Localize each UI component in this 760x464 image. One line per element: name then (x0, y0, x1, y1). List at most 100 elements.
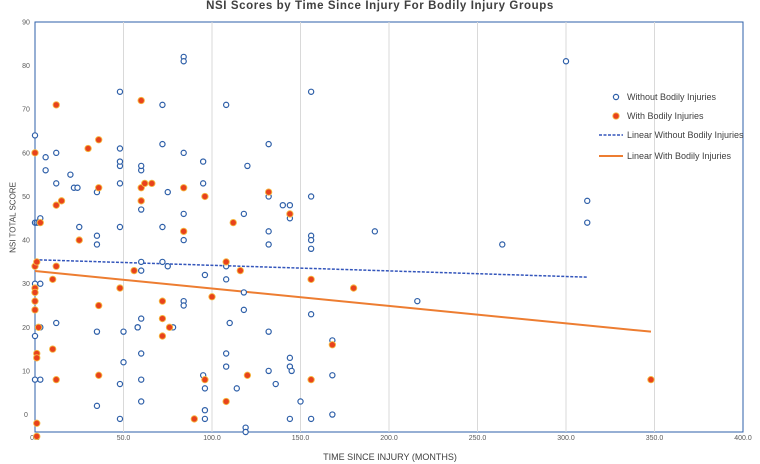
point-with-bodily-injuries (95, 136, 103, 144)
y-tick-label: 30 (22, 281, 30, 288)
point-with-bodily-injuries (95, 301, 103, 310)
point-with-bodily-injuries (137, 197, 145, 205)
point-with-bodily-injuries (34, 323, 43, 331)
point-with-bodily-injuries (31, 297, 39, 305)
point-without-bodily-injuries (37, 280, 44, 287)
point-without-bodily-injuries (93, 402, 101, 410)
point-without-bodily-injuries (93, 328, 101, 335)
point-without-bodily-injuries (180, 302, 187, 309)
x-tick-label: 100.0 (203, 435, 221, 442)
point-with-bodily-injuries (95, 371, 103, 379)
point-without-bodily-injuries (265, 241, 272, 248)
point-without-bodily-injuries (116, 145, 124, 152)
point-without-bodily-injuries (116, 180, 124, 187)
x-tick-label: 200.0 (380, 435, 398, 442)
y-tick-label: 0 (24, 412, 28, 419)
point-without-bodily-injuries (222, 276, 230, 283)
y-tick-label: 20 (22, 325, 30, 332)
point-without-bodily-injuries (286, 201, 294, 209)
point-with-bodily-injuries (243, 371, 252, 379)
point-without-bodily-injuries (329, 411, 336, 418)
point-with-bodily-injuries (307, 376, 315, 384)
point-without-bodily-injuries (37, 376, 44, 383)
point-with-bodily-injuries (349, 284, 358, 292)
point-without-bodily-injuries (265, 228, 272, 235)
x-tick-label: 150.0 (292, 435, 310, 442)
point-without-bodily-injuries (93, 232, 101, 239)
point-without-bodily-injuries (31, 332, 39, 340)
point-with-bodily-injuries (264, 188, 273, 196)
legend-marker-without-bodily-injuries (612, 93, 620, 101)
y-tick-label: 90 (22, 20, 30, 27)
point-without-bodily-injuries (74, 184, 81, 191)
point-without-bodily-injuries (307, 193, 315, 200)
point-with-bodily-injuries (148, 179, 156, 188)
point-without-bodily-injuries (240, 289, 248, 296)
point-without-bodily-injuries (240, 210, 248, 218)
point-without-bodily-injuries (116, 380, 124, 388)
point-with-bodily-injuries (33, 432, 41, 441)
point-with-bodily-injuries (222, 397, 230, 406)
point-without-bodily-injuries (116, 415, 124, 423)
point-with-bodily-injuries (33, 258, 41, 266)
point-without-bodily-injuries (233, 385, 240, 392)
point-with-bodily-injuries (201, 192, 209, 201)
point-without-bodily-injuries (137, 398, 145, 405)
x-tick-label: 400.0 (734, 435, 752, 442)
chart-title: NSI Scores by Time Since Injury For Bodi… (206, 0, 554, 12)
x-tick-label: 350.0 (646, 435, 664, 442)
point-without-bodily-injuries (307, 245, 315, 253)
point-without-bodily-injuries (414, 297, 421, 305)
y-tick-label: 40 (22, 238, 30, 245)
point-without-bodily-injuries (76, 223, 83, 231)
point-without-bodily-injuries (222, 363, 230, 370)
point-without-bodily-injuries (137, 162, 145, 170)
y-tick-label: 60 (22, 150, 30, 157)
point-without-bodily-injuries (180, 236, 187, 244)
point-without-bodily-injuries (93, 241, 101, 248)
y-tick-label: 80 (22, 63, 30, 70)
point-without-bodily-injuries (329, 372, 336, 379)
point-without-bodily-injuries (562, 58, 570, 65)
point-with-bodily-injuries (328, 341, 337, 349)
point-with-bodily-injuries (141, 179, 149, 188)
legend-label-linear-without: Linear Without Bodily Injuries (627, 130, 744, 140)
point-without-bodily-injuries (180, 210, 187, 218)
point-without-bodily-injuries (116, 223, 124, 231)
point-without-bodily-injuries (53, 319, 60, 327)
y-tick-label: 50 (22, 194, 30, 201)
y-tick-label: 10 (22, 368, 30, 375)
point-without-bodily-injuries (371, 228, 379, 235)
point-with-bodily-injuries (180, 184, 188, 192)
trendline-without-bodily-injuries (34, 258, 588, 278)
point-without-bodily-injuries (279, 201, 286, 209)
point-without-bodily-injuries (226, 319, 233, 327)
point-with-bodily-injuries (208, 293, 216, 301)
point-with-bodily-injuries (116, 284, 124, 292)
point-without-bodily-injuries (42, 154, 49, 161)
point-with-bodily-injuries (52, 262, 60, 270)
point-without-bodily-injuries (120, 328, 127, 335)
point-without-bodily-injuries (137, 206, 145, 213)
legend-label-with-bodily-injuries: With Bodily Injuries (627, 111, 704, 121)
point-with-bodily-injuries (222, 258, 230, 266)
point-with-bodily-injuries (229, 218, 237, 227)
point-with-bodily-injuries (75, 236, 83, 244)
point-with-bodily-injuries (52, 101, 60, 109)
point-without-bodily-injuries (164, 263, 171, 270)
point-without-bodily-injuries (499, 241, 506, 248)
point-with-bodily-injuries (33, 354, 41, 362)
point-without-bodily-injuries (159, 258, 166, 266)
point-without-bodily-injuries (584, 197, 591, 205)
point-without-bodily-injuries (222, 101, 230, 109)
point-without-bodily-injuries (265, 140, 272, 148)
point-without-bodily-injuries (53, 149, 60, 157)
point-with-bodily-injuries (49, 275, 57, 283)
point-without-bodily-injuries (244, 162, 251, 170)
point-without-bodily-injuries (137, 258, 145, 266)
y-axis-label: NSI TOTAL SCORE (8, 182, 18, 253)
point-without-bodily-injuries (584, 219, 591, 226)
point-with-bodily-injuries (52, 201, 60, 209)
point-without-bodily-injuries (199, 158, 207, 165)
point-without-bodily-injuries (307, 311, 315, 318)
